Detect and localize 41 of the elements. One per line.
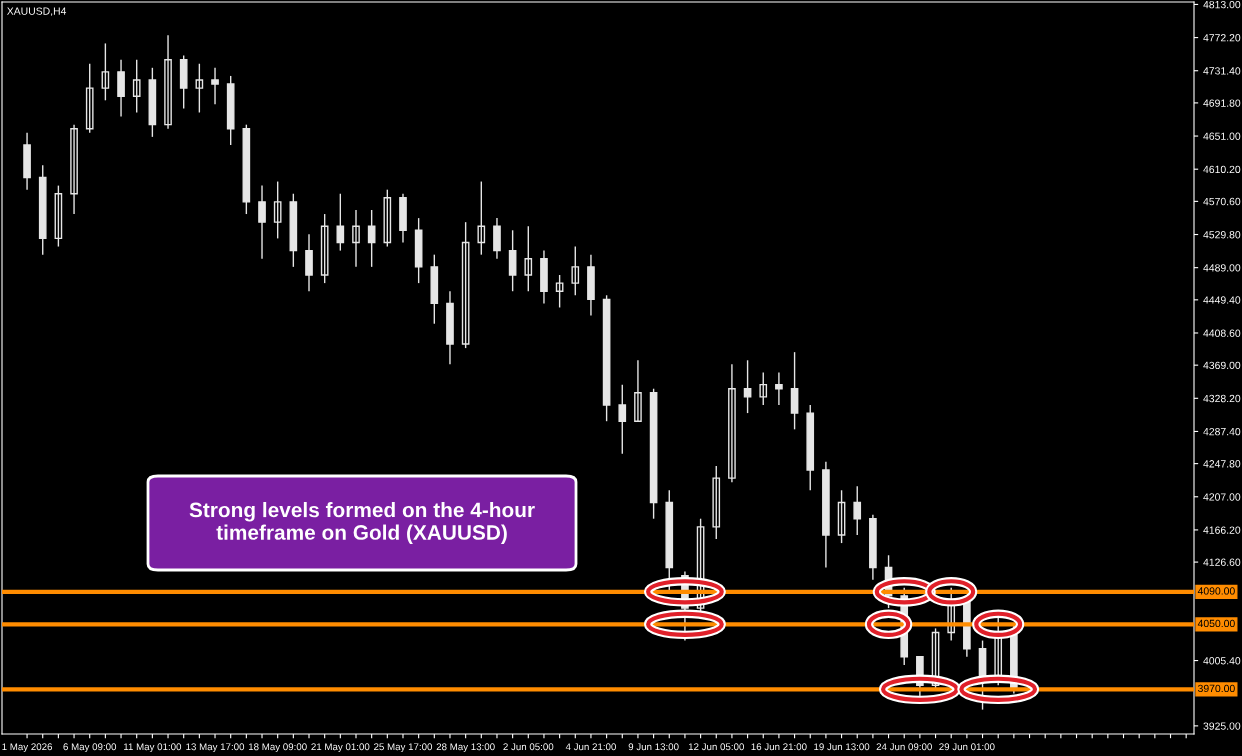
x-tick-label: 6 May 09:00: [63, 743, 117, 753]
y-tick-label: 4408.60: [1203, 329, 1241, 337]
y-tick-label: 4166.20: [1203, 526, 1241, 534]
x-tick-label: 19 Jun 13:00: [814, 743, 870, 751]
y-tick-label: 4207.00: [1203, 493, 1241, 501]
y-tick-label: 4610.20: [1203, 165, 1241, 174]
y-tick-label: 4813.00: [1203, 0, 1241, 9]
x-tick-label: 9 Jun 13:00: [628, 743, 679, 751]
y-tick-label: 4731.40: [1203, 67, 1241, 75]
annotation: Strong levels formed on the 4-hour timeframe on Gold (XAUUSD): [189, 502, 535, 544]
y-tick-label: 4570.60: [1203, 197, 1241, 206]
y-tick-label: 4247.80: [1203, 460, 1241, 468]
x-tick-label: 25 May 17:00: [374, 743, 433, 753]
annotation: XAUUSD,H4: [7, 7, 67, 17]
x-tick-label: 4 Jun 21:00: [565, 743, 616, 751]
x-tick-label: 18 May 09:00: [248, 743, 307, 753]
y-tick-label: 3925.00: [1203, 722, 1241, 730]
y-tick-label: 4529.80: [1203, 231, 1241, 239]
y-tick-label: 4691.80: [1203, 99, 1241, 107]
x-tick-label: 12 Jun 05:00: [688, 743, 744, 751]
y-tick-label: 4126.60: [1203, 558, 1241, 566]
x-tick-label: 11 May 01:00: [124, 743, 182, 753]
x-tick-label: 13 May 17:00: [186, 743, 245, 753]
ref-line-label: 4050.00: [1197, 619, 1235, 628]
ref-line-label: 3970.00: [1197, 684, 1235, 693]
y-tick-label: 4005.40: [1203, 657, 1241, 665]
ref-line-label: 4090.00: [1197, 587, 1235, 595]
x-tick-label: 24 Jun 09:00: [876, 743, 932, 751]
y-tick-label: 4772.20: [1203, 34, 1241, 42]
y-tick-label: 4369.00: [1203, 361, 1241, 370]
x-tick-label: 28 May 13:00: [436, 743, 495, 753]
x-tick-label: 21 May 01:00: [311, 743, 370, 753]
x-tick-label: 2 Jun 05:00: [503, 743, 554, 751]
y-tick-label: 4328.20: [1203, 394, 1241, 403]
x-tick-label: 1 May 2026: [2, 743, 53, 753]
x-tick-label: 29 Jun 01:00: [939, 743, 995, 751]
x-tick-label: 16 Jun 21:00: [751, 743, 807, 751]
y-tick-label: 4651.00: [1203, 132, 1241, 140]
y-tick-label: 4449.40: [1203, 296, 1241, 304]
y-tick-label: 4287.40: [1203, 427, 1241, 436]
y-tick-label: 4489.00: [1203, 264, 1241, 272]
